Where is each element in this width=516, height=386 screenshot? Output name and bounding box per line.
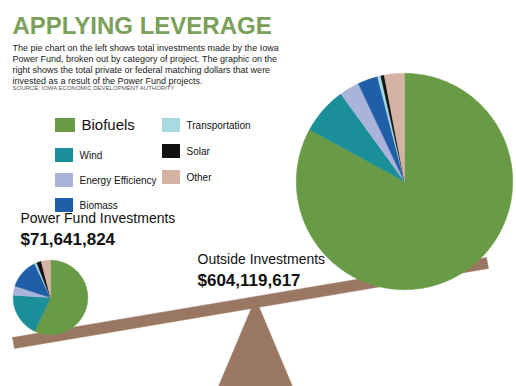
svg-text:Solar: Solar [187,146,211,157]
svg-text:Transportation: Transportation [187,120,251,131]
svg-text:Biomass: Biomass [80,200,118,211]
svg-text:Wind: Wind [80,150,103,161]
svg-text:Power Fund Investments: Power Fund Investments [21,210,176,226]
svg-text:APPLYING LEVERAGE: APPLYING LEVERAGE [13,12,272,39]
svg-text:Biofuels: Biofuels [82,116,135,133]
svg-text:The pie chart on the left show: The pie chart on the left shows total in… [13,42,279,86]
svg-text:$71,641,824: $71,641,824 [21,230,116,249]
svg-text:SOURCE: IOWA ECONOMIC DEVELOPM: SOURCE: IOWA ECONOMIC DEVELOPMENT AUTHOR… [13,85,175,91]
svg-text:Energy Efficiency: Energy Efficiency [80,175,157,186]
svg-text:$604,119,617: $604,119,617 [198,271,301,290]
svg-text:Outside Investments: Outside Investments [198,251,326,267]
svg-text:Other: Other [187,172,213,183]
